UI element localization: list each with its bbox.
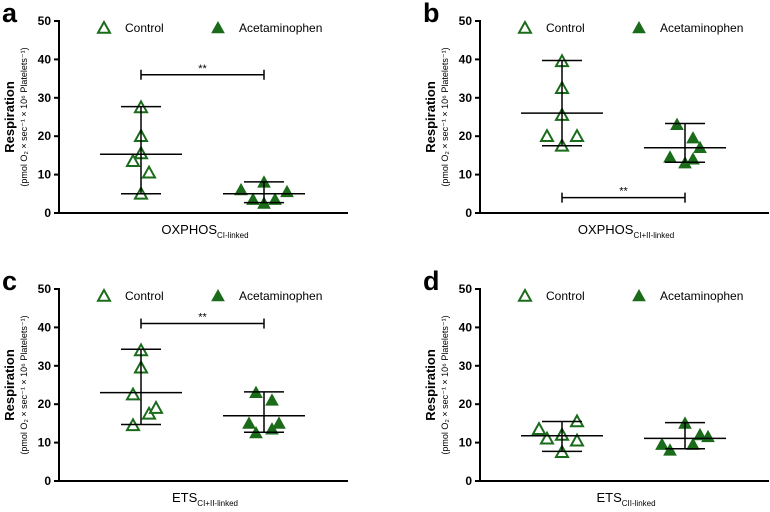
legend-control-marker xyxy=(517,19,533,34)
panel-letter: a xyxy=(2,0,18,28)
y-tick-label: 40 xyxy=(38,320,52,334)
data-point xyxy=(246,192,260,205)
legend-control-label: Control xyxy=(125,21,164,35)
panel-b: b 0 10 20 30 40 50 Respiration (pmol O₂ × sec⁻¹ … xyxy=(423,0,769,240)
y-axis-label: Respiration xyxy=(2,349,17,421)
y-tick-label: 40 xyxy=(459,52,473,66)
y-tick-label: 50 xyxy=(38,14,52,28)
data-point xyxy=(569,432,585,447)
legend-control-label: Control xyxy=(125,289,164,303)
y-tick-label: 30 xyxy=(38,359,52,373)
legend-control-marker xyxy=(517,287,533,302)
data-point xyxy=(569,128,585,142)
y-tick-label: 50 xyxy=(38,282,52,296)
y-axis-label: Respiration xyxy=(2,81,17,153)
series-control xyxy=(100,99,182,200)
y-tick-label: 10 xyxy=(38,168,52,182)
significance-label: ** xyxy=(198,63,207,75)
data-point xyxy=(280,184,294,198)
legend-acetaminophen-label: Acetaminophen xyxy=(239,289,322,303)
y-tick-label: 20 xyxy=(459,397,473,411)
data-point xyxy=(663,150,677,163)
data-point xyxy=(148,399,164,414)
y-tick-label: 0 xyxy=(465,474,472,488)
data-point xyxy=(234,182,248,196)
legend-control-label: Control xyxy=(546,21,585,35)
y-tick-label: 40 xyxy=(459,320,473,334)
significance-label: ** xyxy=(198,312,207,324)
significance-label: ** xyxy=(619,186,628,198)
y-tick-label: 30 xyxy=(459,359,473,373)
y-axis-label: Respiration xyxy=(423,349,438,421)
y-axis-unit: (pmol O₂ × sec⁻¹ × 10⁶ Platelets⁻¹) xyxy=(19,47,29,186)
y-tick-label: 40 xyxy=(38,52,52,66)
panel-letter: b xyxy=(423,0,440,28)
y-tick-label: 20 xyxy=(38,397,52,411)
data-point xyxy=(686,131,700,144)
y-axis-label: Respiration xyxy=(423,81,438,153)
panel-d: d 0 10 20 30 40 50 Respiration (pmol O₂ × sec⁻¹ … xyxy=(423,266,769,508)
legend-acetaminophen-marker xyxy=(632,288,646,302)
data-point xyxy=(141,164,157,179)
y-tick-label: 10 xyxy=(459,168,473,182)
legend-acetaminophen-marker xyxy=(632,20,646,34)
y-tick-label: 20 xyxy=(459,129,473,143)
panel-c: c 0 10 20 30 40 50 Respiration (pmol O₂ × sec⁻¹ … xyxy=(2,266,348,508)
data-point xyxy=(655,437,669,450)
legend-acetaminophen-label: Acetaminophen xyxy=(660,289,743,303)
y-tick-label: 50 xyxy=(459,282,473,296)
series-control xyxy=(521,53,603,152)
y-tick-label: 50 xyxy=(459,14,473,28)
series-acetaminophen xyxy=(644,117,726,169)
x-axis-label: OXPHOSCI-linked xyxy=(161,222,248,240)
x-axis-label: ETSCI+II-linked xyxy=(172,490,238,507)
data-point xyxy=(663,443,677,456)
data-point xyxy=(272,416,286,429)
data-point xyxy=(531,421,547,435)
data-point xyxy=(539,128,555,142)
data-point xyxy=(686,152,700,165)
data-point xyxy=(693,427,707,441)
legend-acetaminophen-marker xyxy=(211,20,225,34)
series-acetaminophen xyxy=(223,175,305,209)
data-point xyxy=(265,393,279,406)
y-tick-label: 0 xyxy=(44,474,51,488)
legend-acetaminophen-label: Acetaminophen xyxy=(660,21,743,35)
y-tick-label: 10 xyxy=(38,436,52,450)
series-control xyxy=(521,413,603,458)
x-axis-label: ETSCII-linked xyxy=(596,490,655,507)
legend-control-label: Control xyxy=(546,289,585,303)
data-point xyxy=(539,430,555,445)
y-axis-unit: (pmol O₂ × sec⁻¹ × 10⁶ Platelets⁻¹) xyxy=(19,315,29,454)
data-point xyxy=(242,416,256,429)
y-axis-unit: (pmol O₂ × sec⁻¹ × 10⁶ Platelets⁻¹) xyxy=(440,47,450,186)
series-acetaminophen xyxy=(644,416,726,456)
series-control xyxy=(100,342,182,432)
legend-control-marker xyxy=(96,19,112,34)
panel-letter: d xyxy=(423,266,440,296)
y-tick-label: 10 xyxy=(459,436,473,450)
y-tick-label: 0 xyxy=(44,206,51,220)
panel-letter: c xyxy=(2,266,17,296)
y-tick-label: 0 xyxy=(465,206,472,220)
y-tick-label: 20 xyxy=(38,129,52,143)
legend-acetaminophen-marker xyxy=(211,288,225,302)
y-tick-label: 30 xyxy=(38,91,52,105)
y-axis-unit: (pmol O₂ × sec⁻¹ × 10⁶ Platelets⁻¹) xyxy=(440,315,450,454)
panel-a: a 0 10 20 30 40 50 Respiration (pmol O₂ × sec⁻¹ … xyxy=(2,0,348,240)
legend-control-marker xyxy=(96,287,112,302)
legend-acetaminophen-label: Acetaminophen xyxy=(239,21,322,35)
data-point xyxy=(125,153,141,167)
y-tick-label: 30 xyxy=(459,91,473,105)
x-axis-label: OXPHOSCI+II-linked xyxy=(578,222,674,240)
data-point xyxy=(268,192,282,205)
data-point xyxy=(125,386,141,401)
series-acetaminophen xyxy=(223,385,305,439)
